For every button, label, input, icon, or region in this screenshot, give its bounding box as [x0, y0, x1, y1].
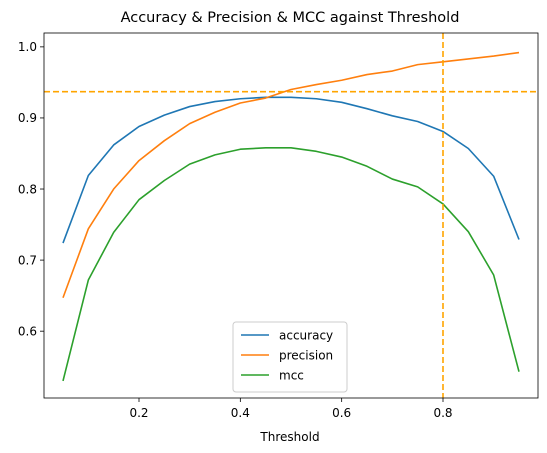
y-tick-label: 0.7 [18, 253, 37, 267]
y-tick-label: 0.9 [18, 111, 37, 125]
y-tick-label: 0.6 [18, 324, 37, 338]
legend-label-precision: precision [279, 348, 333, 362]
x-tick-label: 0.8 [433, 406, 452, 420]
chart-title: Accuracy & Precision & MCC against Thres… [121, 10, 460, 26]
legend: accuracy precision mcc [232, 321, 348, 393]
series-line-mcc [62, 147, 520, 382]
series-line-precision [62, 51, 520, 299]
y-tick-label: 0.8 [18, 182, 37, 196]
legend-label-accuracy: accuracy [279, 328, 333, 342]
y-axis: 0.6 0.7 0.8 0.9 1.0 [18, 40, 44, 338]
x-axis-title: Threshold [259, 430, 319, 444]
y-tick-label: 1.0 [18, 40, 37, 54]
x-tick-label: 0.2 [129, 406, 148, 420]
x-axis: 0.2 0.4 0.6 0.8 [129, 398, 453, 420]
reference-lines [44, 33, 538, 398]
series-line-accuracy [62, 96, 520, 244]
plot-frame [43, 32, 539, 399]
x-tick-label: 0.6 [332, 406, 351, 420]
x-tick-label: 0.4 [231, 406, 250, 420]
legend-label-mcc: mcc [279, 368, 304, 382]
